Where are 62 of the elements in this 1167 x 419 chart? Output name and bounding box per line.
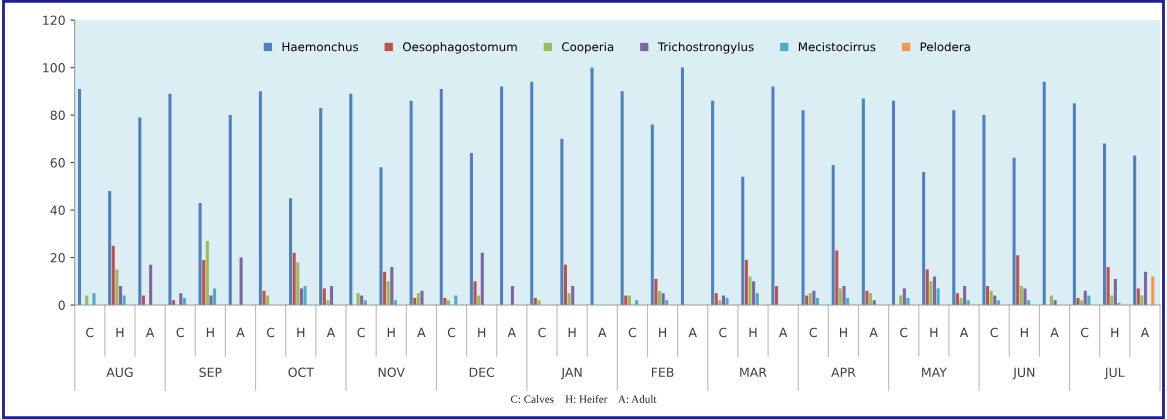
x-tick-label: C (719, 327, 727, 338)
x-tick-label: H (749, 327, 757, 337)
x-tick-label: C (266, 327, 275, 338)
x-tick-label: A (417, 327, 426, 337)
text: SEP (199, 367, 222, 378)
y-tick-label: 40 (50, 205, 65, 215)
text: FEB (651, 367, 674, 377)
x-tick-label: A (959, 327, 969, 337)
x-tick-label: A (1140, 327, 1150, 337)
text: APR (831, 367, 856, 377)
x-tick-label: H (387, 327, 395, 337)
text: DEC (469, 367, 495, 378)
text: MAR (740, 367, 767, 377)
legend-label: Oesophagostomum (403, 42, 517, 54)
x-tick-label: H (1020, 327, 1028, 337)
legend-label: Pelodera (920, 42, 970, 52)
text: JAN (560, 367, 582, 380)
x-tick-label: A (145, 327, 155, 337)
x-tick-label: A (778, 327, 788, 337)
x-tick-label: C (538, 327, 546, 338)
x-tick-label: H (478, 327, 486, 337)
x-tick-label: C (809, 327, 817, 338)
x-tick-label: A (688, 327, 697, 337)
x-tick-label: A (869, 327, 878, 337)
x-tick-label: H (297, 327, 305, 337)
x-tick-label: H (568, 327, 576, 337)
x-tick-label: C (357, 327, 365, 338)
x-tick-label: C (86, 327, 94, 338)
x-tick-label: H (116, 327, 124, 337)
text: JUN (1012, 367, 1035, 380)
x-tick-label: C (628, 327, 637, 338)
x-tick-label: A (598, 327, 607, 337)
x-tick-label: C (900, 327, 908, 338)
y-tick-label: 20 (50, 253, 65, 263)
text: JUL (1104, 367, 1125, 380)
x-tick-label: H (659, 327, 667, 337)
text: OCT (288, 367, 314, 378)
x-tick-label: A (1050, 327, 1059, 337)
legend-label: Haemonchus (282, 42, 359, 52)
legend-label: Cooperia (562, 42, 614, 54)
x-tick-label: H (839, 327, 847, 337)
y-tick-label: 100 (43, 63, 65, 73)
x-tick-label: A (236, 327, 245, 337)
text: AUG (106, 367, 133, 378)
x-tick-label: C (176, 327, 184, 338)
text: MAY (922, 367, 947, 377)
x-tick-label: H (1111, 327, 1119, 337)
x-tick-label: H (930, 327, 938, 337)
y-tick-label: 120 (43, 15, 65, 26)
x-tick-label: A (326, 327, 336, 337)
legend-label: Trichostrongylus (657, 42, 754, 54)
x-tick-label: A (507, 327, 516, 337)
y-tick-label: 0 (58, 300, 65, 310)
legend-label: Mecistocirrus (798, 42, 876, 52)
text: NOV (378, 367, 405, 378)
text: C: Calves H: Heifer A: Adult (510, 394, 657, 403)
x-tick-label: C (990, 327, 998, 338)
x-tick-label: H (206, 327, 214, 337)
x-tick-label: C (447, 327, 456, 338)
x-tick-label: C (1080, 327, 1089, 338)
y-tick-label: 80 (50, 110, 65, 121)
y-tick-label: 60 (50, 158, 65, 168)
